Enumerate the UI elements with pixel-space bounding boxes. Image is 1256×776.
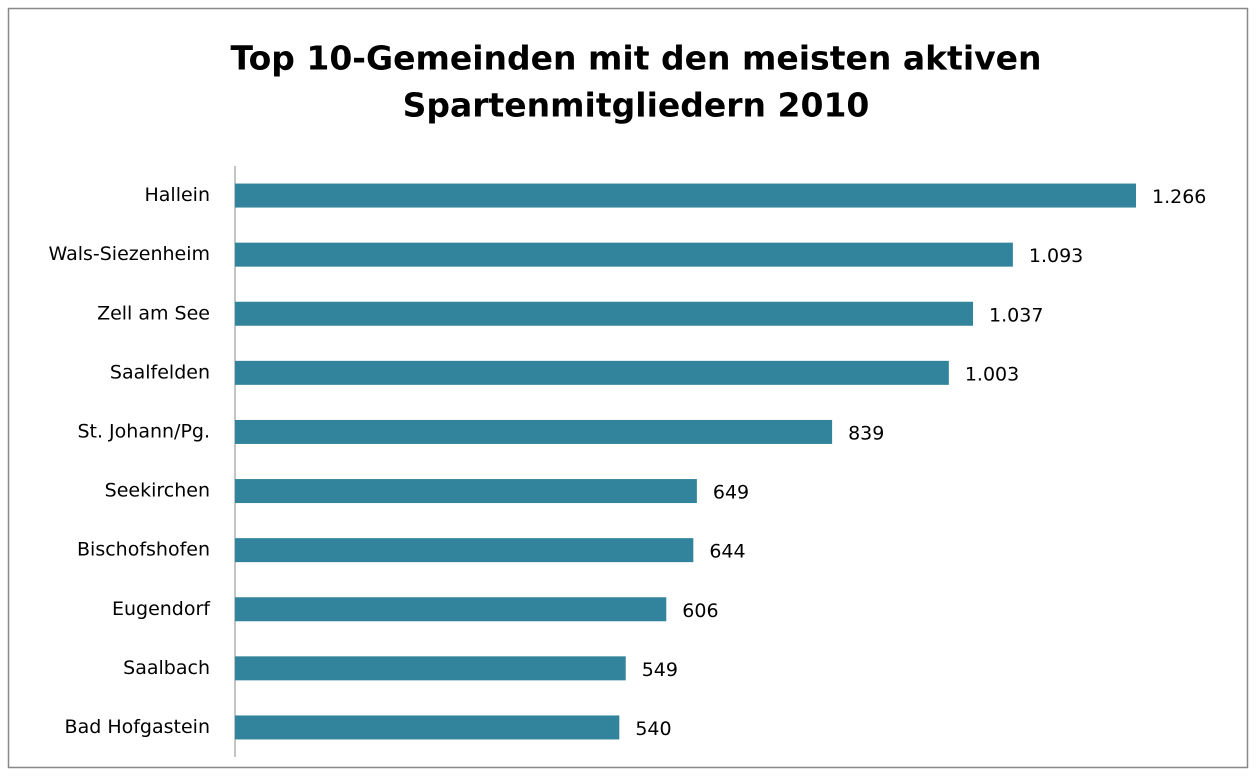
chart-title: Spartenmitgliedern 2010	[403, 86, 870, 125]
chart-frame	[7, 7, 1249, 769]
bar	[235, 301, 974, 326]
bar	[235, 656, 626, 681]
y-tick-label: Saalfelden	[110, 361, 210, 383]
data-label: 1.037	[989, 304, 1043, 326]
bar	[235, 715, 620, 740]
data-label: 1.003	[965, 363, 1019, 385]
data-label: 540	[635, 718, 671, 740]
bar	[235, 419, 833, 444]
y-tick-label: Wals-Siezenheim	[49, 243, 211, 265]
bar	[235, 597, 667, 622]
data-label: 1.266	[1152, 186, 1206, 208]
y-tick-label: Eugendorf	[112, 598, 211, 620]
y-tick-label: Bad Hofgastein	[65, 716, 210, 738]
y-tick-label: St. Johann/Pg.	[77, 420, 210, 442]
y-tick-label: Bischofshofen	[77, 539, 210, 561]
y-tick-label: Zell am See	[97, 302, 210, 324]
data-label: 839	[848, 422, 884, 444]
data-label: 649	[713, 482, 749, 504]
data-label: 1.093	[1029, 245, 1083, 267]
bar	[235, 242, 1013, 267]
y-tick-label: Saalbach	[123, 657, 210, 679]
bar	[235, 360, 949, 385]
y-tick-label: Seekirchen	[105, 480, 210, 502]
bar	[235, 479, 697, 504]
data-label: 644	[709, 541, 745, 563]
y-tick-label: Hallein	[145, 184, 211, 206]
bar	[235, 183, 1136, 208]
data-label: 549	[642, 659, 678, 681]
bar	[235, 538, 694, 563]
chart-title: Top 10-Gemeinden mit den meisten aktiven	[230, 39, 1041, 78]
data-label: 606	[682, 600, 718, 622]
